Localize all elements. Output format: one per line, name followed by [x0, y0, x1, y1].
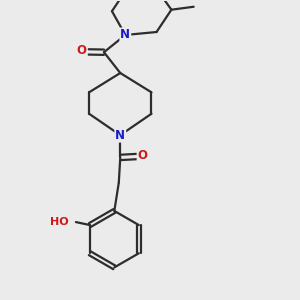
- Text: O: O: [76, 44, 87, 57]
- Text: HO: HO: [50, 217, 69, 227]
- Text: N: N: [120, 28, 130, 41]
- Text: N: N: [115, 129, 125, 142]
- Text: O: O: [138, 148, 148, 162]
